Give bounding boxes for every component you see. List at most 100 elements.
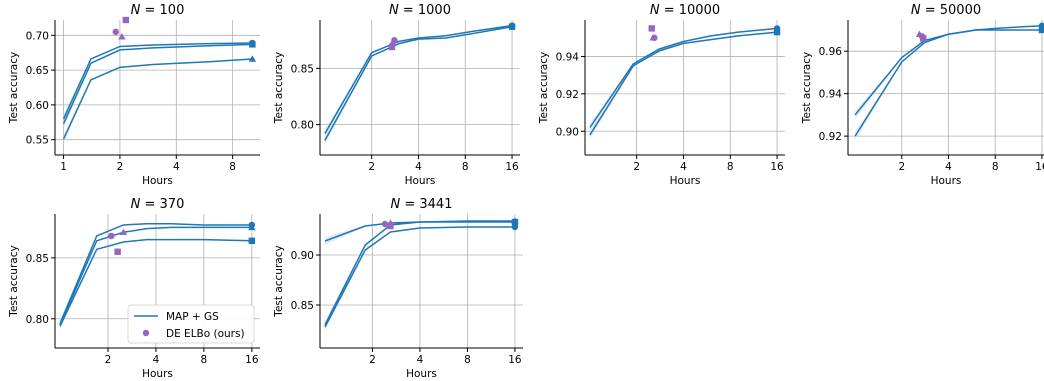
panel-title-var: N <box>131 197 141 212</box>
panel-title: N = 10000 <box>650 3 720 18</box>
de-elbo-point <box>114 248 121 255</box>
panel-title-var: N <box>650 3 660 18</box>
x-tick-label: 1 <box>60 161 67 173</box>
x-axis-label: Hours <box>931 175 962 187</box>
map-gs-line <box>62 42 253 120</box>
x-tick-label: 2 <box>633 161 640 173</box>
map-gs-line <box>589 31 778 136</box>
x-tick-label: 2 <box>117 161 124 173</box>
x-tick-label: 8 <box>201 354 208 366</box>
x-tick-label: 8 <box>464 354 471 366</box>
map-gs-line <box>324 24 513 135</box>
panel-title: N = 100 <box>131 3 185 18</box>
panel-5: 2 4 8 16 0.85 0.90 Hours Test accuracy N = 3441 <box>273 197 523 380</box>
map-gs-end-marker <box>508 23 516 30</box>
map-gs-line <box>62 58 253 140</box>
legend: MAP + GS DE ELBo (ours) <box>127 304 255 344</box>
panel-4: 2 4 8 16 0.80 0.85 Hours Test accuracy N = 370 MA… <box>8 197 260 380</box>
map-gs-line <box>59 222 252 324</box>
panel-3: 2 4 8 16 0.92 0.94 0.96 Hours Test accuracy N = 5… <box>801 3 1044 187</box>
panel-title-var: N <box>131 3 141 18</box>
de-elbo-point <box>920 35 927 42</box>
x-tick-label: 4 <box>945 161 952 173</box>
de-elbo-point <box>388 43 396 51</box>
de-elbo-point <box>122 16 130 24</box>
map-gs-end-marker <box>511 217 519 224</box>
x-axis-label: Hours <box>405 175 436 187</box>
y-axis-label: Test accuracy <box>273 245 285 317</box>
x-tick-label: 16 <box>508 354 522 366</box>
de-elbo-point <box>119 228 128 236</box>
x-tick-label: 8 <box>462 161 469 173</box>
de-elbo-point <box>388 39 396 47</box>
y-axis-label: Test accuracy <box>8 52 20 124</box>
x-tick-label: 16 <box>1035 161 1044 173</box>
y-tick-label: 0.92 <box>819 131 842 143</box>
x-tick-label: 4 <box>417 354 424 366</box>
panel-1: 2 4 8 16 0.80 0.85 Hours Test accuracy N = 1000 <box>273 3 520 187</box>
panel-title-var: N <box>389 3 399 18</box>
panel-2: 2 4 8 16 0.90 0.92 0.94 Hours Test accuracy N = 1… <box>538 3 785 187</box>
panel-title-value: = 10000 <box>660 3 721 18</box>
legend-de-swatch <box>142 329 150 337</box>
y-tick-label: 0.85 <box>291 300 314 312</box>
y-tick-label: 0.85 <box>26 253 49 265</box>
x-tick-label: 16 <box>770 161 784 173</box>
panel-0: 1 2 4 8 0.55 0.60 0.65 0.70 Hours Test accuracy N … <box>8 3 260 187</box>
de-elbo-point <box>648 25 655 32</box>
panel-title: N = 50000 <box>911 3 981 18</box>
map-gs-line <box>589 27 778 128</box>
y-tick-label: 0.85 <box>291 63 314 75</box>
y-tick-label: 0.80 <box>291 120 314 132</box>
map-gs-end-marker <box>248 237 256 244</box>
de-elbo-point <box>387 222 394 230</box>
x-axis-label: Hours <box>142 175 173 187</box>
panel-title-value: = 100 <box>140 3 184 18</box>
y-tick-label: 0.92 <box>556 89 579 101</box>
y-tick-label: 0.90 <box>291 250 314 262</box>
y-axis-label: Test accuracy <box>801 52 813 124</box>
panel-title-var: N <box>911 3 921 18</box>
de-elbo-point <box>915 30 924 37</box>
map-gs-line <box>59 238 252 327</box>
x-tick-label: 4 <box>153 354 160 366</box>
x-tick-label: 16 <box>505 161 519 173</box>
legend-map-label: MAP + GS <box>166 311 219 323</box>
y-tick-label: 0.90 <box>556 126 579 138</box>
panel-title-value: = 370 <box>140 197 184 212</box>
panel-title-value: = 50000 <box>921 3 982 18</box>
x-tick-label: 4 <box>415 161 422 173</box>
x-tick-label: 16 <box>245 354 259 366</box>
panel-title: N = 3441 <box>391 197 453 212</box>
y-axis-label: Test accuracy <box>538 52 550 124</box>
panel-title: N = 1000 <box>389 3 451 18</box>
series-band <box>63 42 253 123</box>
panel-title-value: = 1000 <box>399 3 451 18</box>
map-gs-line <box>324 26 513 141</box>
de-elbo-point <box>108 232 115 240</box>
x-tick-label: 4 <box>680 161 687 173</box>
x-axis-label: Hours <box>142 368 173 380</box>
map-gs-line <box>324 226 515 328</box>
de-elbo-point <box>649 34 657 41</box>
map-gs-line <box>62 43 253 124</box>
map-gs-end-marker <box>511 223 519 231</box>
map-gs-line <box>854 29 1042 137</box>
map-gs-end-marker <box>248 55 257 62</box>
y-axis-label: Test accuracy <box>8 245 20 317</box>
de-elbo-point <box>386 219 395 226</box>
map-gs-line <box>59 226 252 326</box>
x-tick-label: 8 <box>229 161 236 173</box>
y-tick-label: 0.65 <box>26 65 49 77</box>
de-elbo-point <box>381 220 389 228</box>
map-gs-end-marker <box>248 223 256 231</box>
y-axis-label: Test accuracy <box>273 52 285 124</box>
y-tick-label: 0.55 <box>26 135 49 147</box>
series-band <box>63 58 253 144</box>
map-gs-end-marker <box>1038 26 1044 34</box>
x-axis-label: Hours <box>406 368 437 380</box>
legend-de-label: DE ELBo (ours) <box>166 328 245 340</box>
map-gs-line <box>324 221 515 242</box>
de-elbo-point <box>112 28 119 36</box>
